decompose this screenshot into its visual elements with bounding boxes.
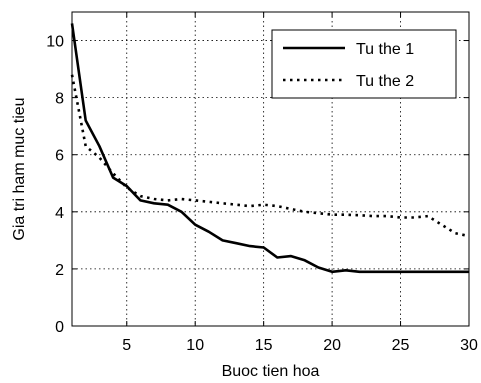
series-group: [70, 23, 470, 274]
series-line-1: [70, 23, 469, 274]
y-tick-label: 10: [46, 34, 64, 51]
y-axis-label: Gia tri ham muc tieu: [11, 97, 28, 240]
x-tick-label: 10: [186, 337, 204, 354]
tick-marks: [72, 12, 470, 327]
y-tick-label: 8: [55, 91, 64, 108]
x-tick-label: 5: [122, 337, 131, 354]
x-tick-label: 15: [255, 337, 273, 354]
legend: Tu the 1 Tu the 2: [271, 29, 457, 99]
y-tick-label: 4: [55, 205, 64, 222]
plot-frame: [71, 11, 470, 327]
legend-box: [271, 29, 457, 99]
y-tick-label: 2: [55, 262, 64, 279]
x-tick-label: 30: [460, 337, 478, 354]
x-tick-label: 25: [392, 337, 410, 354]
x-tick-label: 20: [323, 337, 341, 354]
y-tick-label: 6: [55, 148, 64, 165]
x-tick-labels: 5 10 15 20 25 30: [122, 337, 478, 354]
grid-lines: [72, 12, 469, 326]
legend-label-tu-the-2: Tu the 2: [356, 73, 414, 90]
x-axis-label: Buoc tien hoa: [222, 363, 320, 380]
legend-label-tu-the-1: Tu the 1: [356, 41, 414, 58]
y-tick-label: 0: [55, 319, 64, 336]
y-tick-labels: 0 2 4 6 8 10: [46, 34, 64, 336]
